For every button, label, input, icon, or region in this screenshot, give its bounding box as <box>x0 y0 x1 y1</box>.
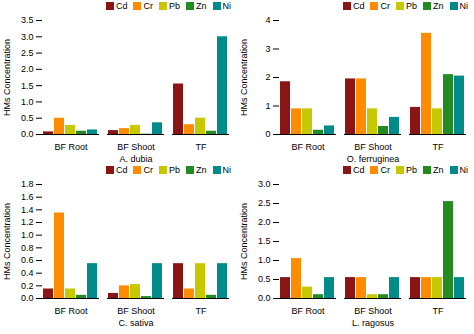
svg-text:C. sativa: C. sativa <box>118 318 153 328</box>
svg-text:BF Shoot: BF Shoot <box>117 142 155 152</box>
svg-text:BF Root: BF Root <box>54 306 88 316</box>
svg-text:L. ragosus: L. ragosus <box>352 318 395 328</box>
svg-text:2.0: 2.0 <box>258 217 271 227</box>
svg-text:BF Root: BF Root <box>291 306 325 316</box>
html-text:Pb: Pb <box>406 165 417 175</box>
svg-text:4: 4 <box>265 15 270 25</box>
html-text:Pb: Pb <box>169 165 180 175</box>
svg-text:2.5: 2.5 <box>258 198 271 208</box>
svg-text:BF Shoot: BF Shoot <box>354 306 392 316</box>
svg-text:3.5: 3.5 <box>21 15 34 25</box>
html-text:Cd: Cd <box>116 1 128 11</box>
svg-text:TF: TF <box>433 142 444 152</box>
html-text:Ni: Ni <box>222 165 231 175</box>
svg-text:0.8: 0.8 <box>21 243 34 253</box>
html-text:Cr: Cr <box>143 1 153 11</box>
html-text:Ni: Ni <box>459 1 468 11</box>
svg-text:3: 3 <box>265 44 270 54</box>
svg-text:1.5: 1.5 <box>21 81 34 91</box>
html-text:Cd: Cd <box>353 165 365 175</box>
svg-text:BF Root: BF Root <box>291 142 325 152</box>
svg-text:0: 0 <box>265 129 270 139</box>
html-text:Ni: Ni <box>222 1 231 11</box>
html-text:Zn: Zn <box>433 1 444 11</box>
svg-text:TF: TF <box>196 306 207 316</box>
svg-text:HMs Concentration: HMs Concentration <box>2 39 12 116</box>
svg-text:2.5: 2.5 <box>21 48 34 58</box>
svg-text:0.0: 0.0 <box>258 293 271 303</box>
html-text:Cd: Cd <box>116 165 128 175</box>
html-text:Cr: Cr <box>143 165 153 175</box>
svg-text:BF Root: BF Root <box>54 142 88 152</box>
svg-text:1: 1 <box>265 101 270 111</box>
svg-text:TF: TF <box>433 306 444 316</box>
html-text:Cd: Cd <box>353 1 365 11</box>
html-text:Zn: Zn <box>196 1 207 11</box>
html-text:Zn: Zn <box>433 165 444 175</box>
svg-text:3.0: 3.0 <box>258 179 271 189</box>
html-text:Zn: Zn <box>196 165 207 175</box>
svg-text:1.0: 1.0 <box>258 255 271 265</box>
svg-text:HMs Concentration: HMs Concentration <box>2 203 12 280</box>
svg-text:HMs Concentration: HMs Concentration <box>239 203 249 280</box>
svg-text:1.5: 1.5 <box>258 236 271 246</box>
svg-text:2: 2 <box>265 72 270 82</box>
svg-text:BF Shoot: BF Shoot <box>354 142 392 152</box>
svg-text:HMs Concentration: HMs Concentration <box>239 39 249 116</box>
html-text:Pb: Pb <box>406 1 417 11</box>
html-text:Cr: Cr <box>380 165 390 175</box>
html-text:Cr: Cr <box>380 1 390 11</box>
svg-text:0.2: 0.2 <box>21 281 34 291</box>
svg-text:1.8: 1.8 <box>21 179 34 189</box>
svg-text:BF Shoot: BF Shoot <box>117 306 155 316</box>
svg-text:3.0: 3.0 <box>21 32 34 42</box>
svg-text:2.0: 2.0 <box>21 64 34 74</box>
svg-text:1.2: 1.2 <box>21 217 34 227</box>
svg-text:1.0: 1.0 <box>21 97 34 107</box>
svg-text:0.4: 0.4 <box>21 268 34 278</box>
svg-text:0.5: 0.5 <box>21 113 34 123</box>
svg-text:1.0: 1.0 <box>21 230 34 240</box>
svg-text:1.6: 1.6 <box>21 192 34 202</box>
svg-text:0.6: 0.6 <box>21 255 34 265</box>
svg-text:1.4: 1.4 <box>21 205 34 215</box>
html-text:Ni: Ni <box>459 165 468 175</box>
svg-text:A. dubia: A. dubia <box>119 154 152 164</box>
svg-text:TF: TF <box>196 142 207 152</box>
svg-text:O. ferruginea: O. ferruginea <box>347 154 400 164</box>
html-text:Pb: Pb <box>169 1 180 11</box>
svg-text:0.0: 0.0 <box>21 293 34 303</box>
svg-text:0.5: 0.5 <box>258 274 271 284</box>
svg-text:0.0: 0.0 <box>21 129 34 139</box>
